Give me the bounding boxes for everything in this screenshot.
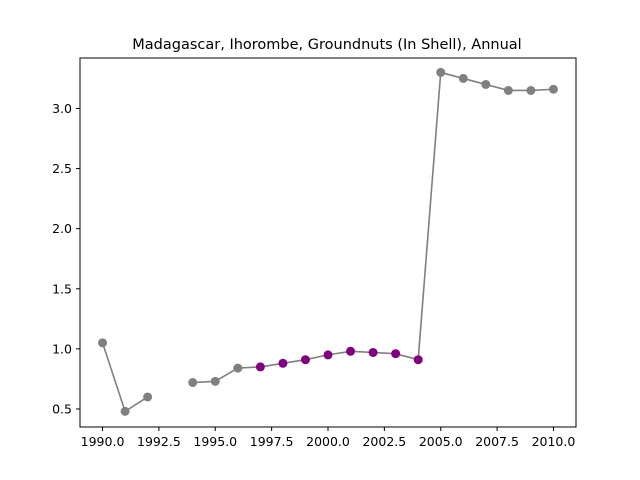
x-tick-label: 1997.5 (250, 434, 294, 449)
y-tick-label: 0.5 (52, 401, 72, 416)
data-point (143, 392, 153, 402)
data-point (548, 84, 558, 94)
data-point (391, 349, 401, 359)
data-point (210, 376, 220, 386)
y-tick-label: 1.0 (52, 341, 72, 356)
data-point (98, 338, 108, 348)
x-tick-label: 2005.0 (419, 434, 463, 449)
data-point (481, 79, 491, 89)
data-point (188, 378, 198, 388)
series-line (101, 342, 149, 413)
data-point (346, 346, 356, 356)
data-point (436, 67, 446, 77)
data-point (368, 347, 378, 357)
data-point (323, 350, 333, 360)
x-tick-label: 2002.5 (362, 434, 406, 449)
plot-frame (79, 57, 577, 428)
x-tick-label: 2000.0 (306, 434, 350, 449)
x-axis: 1990.0 1992.5 1995.0 1997.5 2000.0 2002.5 2005… (81, 427, 576, 449)
x-tick-label: 2007.5 (475, 434, 519, 449)
series-group (98, 67, 558, 416)
x-tick-label: 1990.0 (81, 434, 125, 449)
series-line (192, 71, 554, 384)
data-point (413, 355, 423, 365)
data-point (300, 355, 310, 365)
x-tick-label: 1995.0 (193, 434, 237, 449)
y-tick-label: 1.5 (52, 281, 72, 296)
data-point (458, 73, 468, 83)
y-axis: 0.5 1.0 1.5 2.0 2.5 3.0 (52, 101, 80, 416)
data-point (255, 362, 265, 372)
y-tick-label: 2.5 (52, 161, 72, 176)
data-point (233, 363, 243, 373)
data-point (526, 85, 536, 95)
y-tick-label: 3.0 (52, 101, 72, 116)
data-point (278, 358, 288, 368)
x-tick-label: 2010.0 (532, 434, 576, 449)
data-point (120, 406, 130, 416)
x-tick-label: 1992.5 (137, 434, 181, 449)
y-tick-label: 2.0 (52, 221, 72, 236)
chart-title: Madagascar, Ihorombe, Groundnuts (In She… (132, 37, 521, 53)
data-point (503, 85, 513, 95)
